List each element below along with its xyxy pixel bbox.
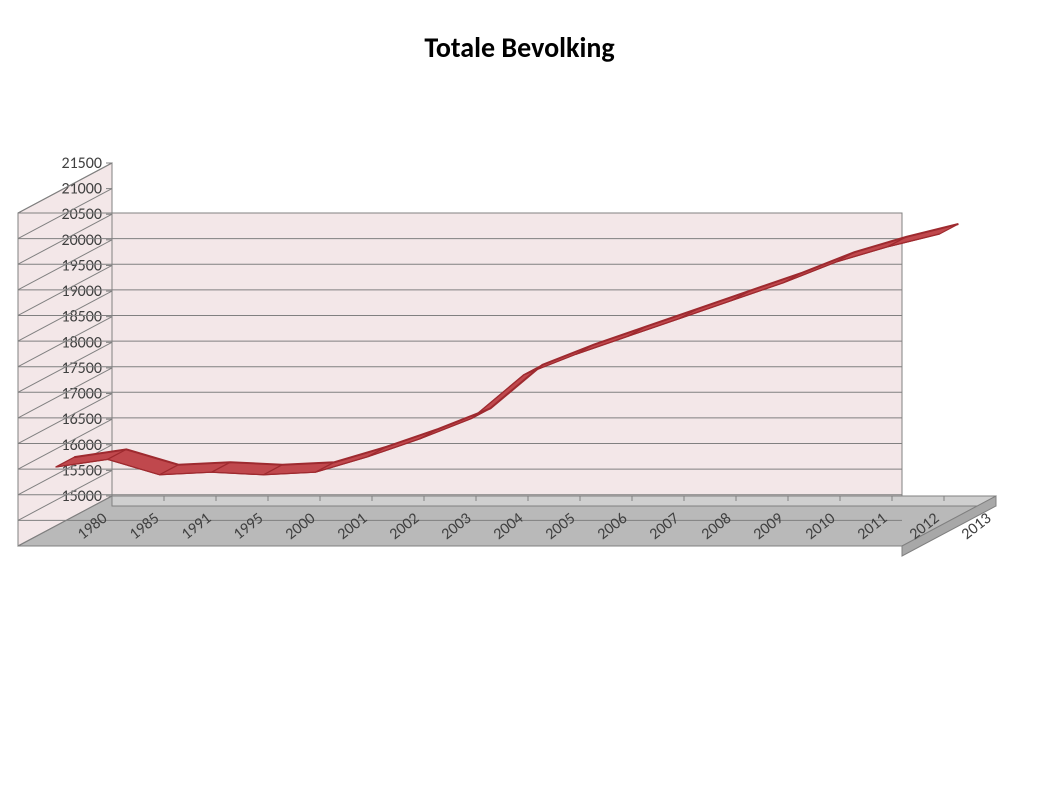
y-tick-label: 17500 bbox=[61, 359, 102, 378]
y-tick-label: 19500 bbox=[61, 256, 102, 275]
y-tick-label: 19000 bbox=[61, 282, 102, 301]
y-tick-label: 20500 bbox=[61, 205, 102, 224]
chart-title: Totale Bevolking bbox=[0, 30, 1039, 65]
y-tick-label: 21000 bbox=[61, 180, 102, 199]
y-tick-label: 20000 bbox=[61, 231, 102, 250]
y-tick-label: 16000 bbox=[61, 436, 102, 455]
y-tick-label: 18500 bbox=[61, 308, 102, 327]
y-tick-label: 21500 bbox=[61, 154, 102, 173]
line-chart-3d: 1500015500160001650017000175001800018500… bbox=[0, 0, 1039, 803]
chart-container: Totale Bevolking 15000155001600016500170… bbox=[0, 0, 1039, 803]
y-tick-label: 18000 bbox=[61, 333, 102, 352]
y-tick-label: 17000 bbox=[61, 385, 102, 404]
y-tick-label: 16500 bbox=[61, 410, 102, 429]
y-tick-label: 15000 bbox=[61, 487, 102, 506]
